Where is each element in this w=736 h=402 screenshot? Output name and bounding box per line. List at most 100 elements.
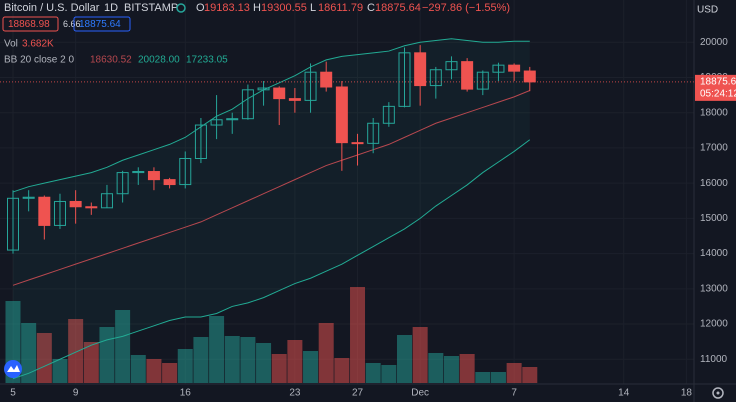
volume-bar <box>412 327 428 383</box>
candle-body <box>382 105 395 124</box>
candle-body <box>492 64 505 73</box>
y-tick-label: 12000 <box>700 319 728 330</box>
volume-bar <box>490 372 506 383</box>
candle-body <box>85 206 98 209</box>
x-tick-label: 5 <box>10 388 16 399</box>
candle-body <box>429 69 442 87</box>
volume-bar <box>381 365 397 383</box>
bid: 18868.98 <box>8 19 50 30</box>
ohlc-prefix: C <box>367 2 375 14</box>
candle-body <box>163 179 176 186</box>
ask-box[interactable] <box>73 16 131 32</box>
volume-bar <box>303 351 319 383</box>
volume-bar <box>522 366 538 383</box>
candle-body <box>116 172 129 195</box>
volume-bar <box>506 363 522 383</box>
countdown: 05:24:12 <box>700 89 736 100</box>
volume-bar <box>209 316 225 383</box>
candle-body <box>179 157 192 186</box>
candle-body <box>461 61 474 90</box>
ohlc-prefix: L <box>310 2 316 14</box>
y-tick-label: 16000 <box>700 178 728 189</box>
candle-body <box>100 193 113 209</box>
band-fill <box>13 38 530 379</box>
y-tick-label: 13000 <box>700 283 728 294</box>
volume-bar <box>428 353 444 383</box>
bb-legend-value: 18630.52 <box>90 55 132 66</box>
candle-body <box>69 200 82 208</box>
y-tick-label: 18000 <box>700 107 728 118</box>
candle-body <box>508 64 521 72</box>
candle-body <box>226 118 239 121</box>
x-tick-label: 9 <box>73 388 79 399</box>
candle-body <box>147 171 160 181</box>
candle-body <box>210 119 223 126</box>
ohlc-value: 19183.13 <box>204 2 250 14</box>
candle-body <box>257 87 270 91</box>
candle-body <box>414 52 427 87</box>
legend: Bitcoin / U.S. Dollar 1D BITSTAMP 18868.… <box>2 2 510 66</box>
ohlc-value: 19300.55 <box>261 2 307 14</box>
price-tag <box>695 74 736 101</box>
volume-bar <box>271 354 287 383</box>
volume-bar <box>350 287 366 383</box>
bb-lower <box>12 139 531 380</box>
volume-bar <box>318 323 334 383</box>
volume-bar <box>397 335 412 383</box>
y-tick-label: 11000 <box>700 354 728 365</box>
x-tick-label: 16 <box>180 388 192 399</box>
gear-center <box>716 391 720 395</box>
x-tick-label: 27 <box>352 388 364 399</box>
volume-bar <box>36 333 52 383</box>
x-tick-label: 18 <box>681 388 693 399</box>
volume-legend-name: Vol <box>4 39 18 50</box>
spread: 6.66 <box>63 19 81 29</box>
bb-upper <box>12 38 530 193</box>
candle-body <box>288 98 301 101</box>
bb-legend-name: BB 20 close 2 0 <box>4 55 74 66</box>
candle-body <box>194 124 207 159</box>
settings-icon[interactable] <box>712 387 724 399</box>
volume-bar <box>475 372 491 383</box>
volume-bar <box>83 342 99 383</box>
bollinger-bands <box>12 38 531 380</box>
bb-basis <box>12 90 530 286</box>
volume-bar <box>193 337 209 383</box>
logo[interactable] <box>4 360 22 378</box>
candle-body <box>320 71 333 88</box>
y-tick-label: 17000 <box>700 143 728 154</box>
currency-label[interactable]: USD <box>697 5 718 16</box>
x-tick-label: 23 <box>289 388 301 399</box>
symbol-title: Bitcoin / U.S. Dollar <box>4 2 100 14</box>
axes: 11000 12000 13000 14000 15000 16000 17000 18000… <box>0 37 736 399</box>
volume-bar <box>115 310 131 383</box>
volume-bar <box>52 359 68 383</box>
candle-body <box>273 87 286 100</box>
volume-legend-value: 3.682K <box>22 39 54 50</box>
bid-box[interactable] <box>2 16 59 32</box>
gear <box>712 387 724 399</box>
candle-body <box>398 52 411 107</box>
x-tick-label: 14 <box>618 388 630 399</box>
candle-body <box>241 89 254 120</box>
volume-bar <box>21 323 37 383</box>
candle-body <box>7 197 19 251</box>
y-tick-label: 15000 <box>700 213 728 224</box>
volume-bar <box>177 349 193 383</box>
y-tick-label: 14000 <box>700 248 728 259</box>
ask: 18875.64 <box>79 19 121 30</box>
interval: 1D <box>104 2 118 14</box>
candle-body <box>523 70 536 83</box>
volume-bar <box>287 340 303 383</box>
volume-bar <box>443 356 459 383</box>
market-status-icon[interactable] <box>176 3 186 13</box>
candle-body <box>38 196 51 226</box>
candle-body <box>367 122 380 144</box>
volume-bar <box>68 319 84 383</box>
candle-body <box>335 86 348 144</box>
candle-body <box>132 171 145 174</box>
change: −297.86 (−1.55%) <box>422 2 510 14</box>
volume-bar <box>224 336 240 383</box>
candle-body <box>53 200 66 226</box>
